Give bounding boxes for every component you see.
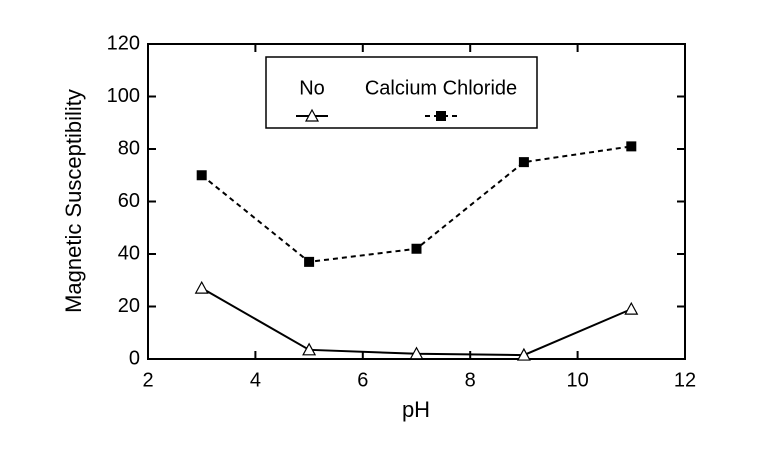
legend-label: Calcium Chloride <box>365 77 517 99</box>
x-tick-label: 2 <box>142 369 153 391</box>
marker <box>302 342 317 356</box>
y-tick-label: 100 <box>107 85 140 107</box>
marker <box>518 157 529 168</box>
marker <box>409 346 424 360</box>
marker <box>194 280 209 294</box>
marker <box>516 347 531 361</box>
series-line <box>201 287 632 357</box>
y-tick-label: 40 <box>118 242 140 264</box>
y-tick-label: 120 <box>107 32 140 54</box>
marker <box>624 301 639 315</box>
y-tick-label: 0 <box>129 347 140 369</box>
x-tick-label: 10 <box>566 369 588 391</box>
y-tick-label: 20 <box>118 295 140 317</box>
marker <box>196 170 207 181</box>
marker <box>411 243 422 254</box>
legend-marker <box>436 111 446 121</box>
x-tick-label: 12 <box>674 369 696 391</box>
legend-label: No <box>299 77 325 99</box>
x-tick-label: 8 <box>465 369 476 391</box>
x-tick-label: 4 <box>250 369 261 391</box>
legend-marker <box>304 108 320 122</box>
y-tick-label: 80 <box>118 137 140 159</box>
x-axis-label: pH <box>402 397 430 422</box>
x-tick-label: 6 <box>357 369 368 391</box>
marker <box>304 256 315 267</box>
marker <box>626 141 637 152</box>
y-axis-label: Magnetic Susceptibility <box>61 89 86 313</box>
y-tick-label: 60 <box>118 190 140 212</box>
